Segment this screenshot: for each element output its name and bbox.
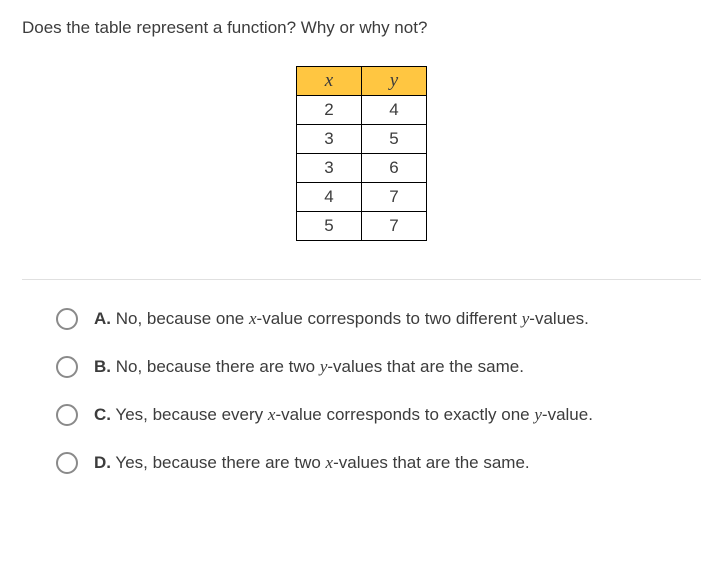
cell: 3: [297, 125, 362, 154]
option-letter: C.: [94, 405, 111, 424]
text-part: No, because there are two: [111, 357, 320, 376]
cell: 4: [297, 183, 362, 212]
options-list: A. No, because one x-value corresponds t…: [22, 308, 701, 474]
question-text: Does the table represent a function? Why…: [22, 18, 701, 38]
table-header-row: x y: [297, 67, 427, 96]
text-part: -value.: [542, 405, 593, 424]
cell: 5: [362, 125, 427, 154]
text-part: -values.: [529, 309, 589, 328]
text-var: x: [249, 309, 257, 328]
cell: 5: [297, 212, 362, 241]
table-row: 2 4: [297, 96, 427, 125]
text-part: -values that are the same.: [327, 357, 524, 376]
cell: 3: [297, 154, 362, 183]
cell: 7: [362, 183, 427, 212]
table-row: 3 5: [297, 125, 427, 154]
text-part: No, because one: [111, 309, 249, 328]
header-y: y: [362, 67, 427, 96]
radio-icon: [56, 404, 78, 426]
text-part: -value corresponds to exactly one: [275, 405, 534, 424]
option-a[interactable]: A. No, because one x-value corresponds t…: [56, 308, 701, 330]
radio-icon: [56, 308, 78, 330]
header-x: x: [297, 67, 362, 96]
text-part: -value corresponds to two different: [257, 309, 522, 328]
table-row: 4 7: [297, 183, 427, 212]
option-letter: D.: [94, 453, 111, 472]
option-b[interactable]: B. No, because there are two y-values th…: [56, 356, 701, 378]
cell: 7: [362, 212, 427, 241]
text-var: x: [326, 453, 334, 472]
radio-icon: [56, 356, 78, 378]
data-table: x y 2 4 3 5 3 6 4 7 5 7: [296, 66, 427, 241]
radio-icon: [56, 452, 78, 474]
text-part: -values that are the same.: [333, 453, 530, 472]
option-a-text: A. No, because one x-value corresponds t…: [94, 309, 589, 329]
table-container: x y 2 4 3 5 3 6 4 7 5 7: [22, 66, 701, 241]
cell: 4: [362, 96, 427, 125]
text-var: y: [534, 405, 542, 424]
option-b-text: B. No, because there are two y-values th…: [94, 357, 524, 377]
table-row: 5 7: [297, 212, 427, 241]
option-c-text: C. Yes, because every x-value correspond…: [94, 405, 593, 425]
table-row: 3 6: [297, 154, 427, 183]
option-letter: B.: [94, 357, 111, 376]
divider: [22, 279, 701, 280]
option-d-text: D. Yes, because there are two x-values t…: [94, 453, 530, 473]
text-part: Yes, because there are two: [111, 453, 326, 472]
cell: 6: [362, 154, 427, 183]
option-d[interactable]: D. Yes, because there are two x-values t…: [56, 452, 701, 474]
option-c[interactable]: C. Yes, because every x-value correspond…: [56, 404, 701, 426]
cell: 2: [297, 96, 362, 125]
option-letter: A.: [94, 309, 111, 328]
text-part: Yes, because every: [111, 405, 268, 424]
